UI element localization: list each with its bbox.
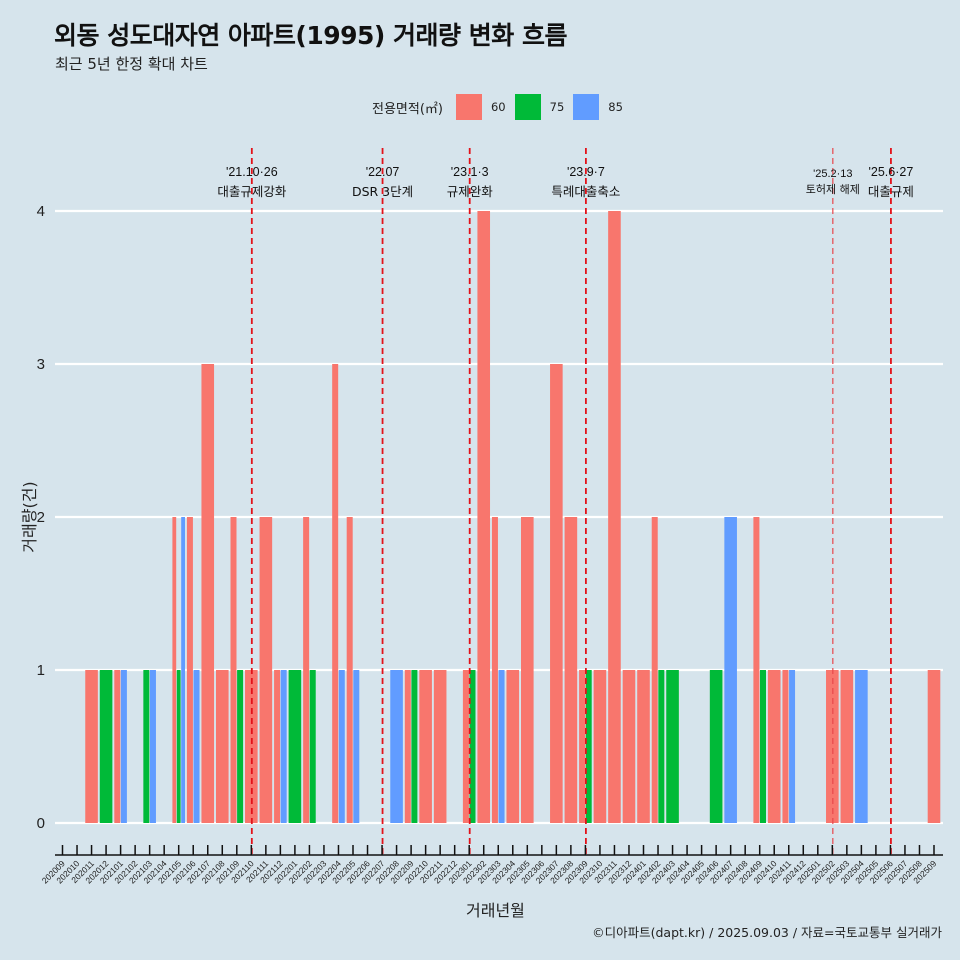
bar-75-202209 xyxy=(411,670,418,823)
bar-60-202509 xyxy=(927,670,941,823)
bar-60-202205 xyxy=(346,517,353,823)
bar-60-202409 xyxy=(753,517,760,823)
bar-85-202411 xyxy=(789,670,796,823)
legend-label-60: 60 xyxy=(490,100,506,114)
bar-75-202409 xyxy=(760,670,766,823)
bar-60-202109 xyxy=(230,517,237,823)
bar-60-202011 xyxy=(85,670,98,823)
bar-60-202211 xyxy=(433,670,447,823)
bar-75-202012 xyxy=(99,670,113,823)
legend-title: 전용면적(㎡) xyxy=(372,101,443,117)
bar-60-202105 xyxy=(172,517,177,823)
bar-60-202411 xyxy=(782,670,789,823)
bar-60-202402 xyxy=(651,517,658,823)
event-date: '23.9·7 xyxy=(567,165,605,179)
legend-swatch-85 xyxy=(573,94,600,120)
event-annotations: '21.10·26 대출규제강화 '22.07 DSR 3단계 '23.1·3 규제완화 '… xyxy=(217,165,914,199)
event-date: '22.07 xyxy=(366,165,400,179)
bar-60-202210 xyxy=(419,670,432,823)
bar-60-202310 xyxy=(593,670,607,823)
bar-60-202107 xyxy=(201,364,215,823)
bar-60-202502 xyxy=(826,670,839,823)
bar-60-202111 xyxy=(259,517,273,823)
bar-60-202204 xyxy=(332,364,339,823)
bar-60-202309 xyxy=(579,670,586,823)
bar-85-202303 xyxy=(498,670,505,823)
bar-85-202105 xyxy=(181,517,185,823)
bar-85-202205 xyxy=(353,670,360,823)
bar-75-202406 xyxy=(709,670,723,823)
bar-60-202311 xyxy=(608,211,621,823)
y-axis-label: 거래량(건) xyxy=(20,481,39,553)
bars xyxy=(85,211,941,823)
bar-75-202105 xyxy=(176,670,181,823)
y-axis-ticks: 0 1 2 3 4 xyxy=(37,203,45,832)
bar-60-202209 xyxy=(404,670,411,823)
bar-60-202202 xyxy=(303,517,310,823)
bar-85-202106 xyxy=(193,670,200,823)
bar-75-202202 xyxy=(309,670,316,823)
x-axis-label: 거래년월 xyxy=(466,901,525,920)
legend-swatch-60 xyxy=(455,94,482,120)
y-tick-label: 1 xyxy=(37,662,45,679)
chart-title: 외동 성도대자연 아파트(1995) 거래량 변화 흐름 xyxy=(54,21,567,50)
bar-60-202110 xyxy=(245,670,258,823)
bar-60-202106 xyxy=(186,517,193,823)
bar-60-202308 xyxy=(564,517,578,823)
legend-label-85: 85 xyxy=(608,100,623,114)
event-label: 대출규제 xyxy=(868,184,914,199)
bar-60-202401 xyxy=(637,670,650,823)
bar-85-202204 xyxy=(338,670,345,823)
bar-60-202312 xyxy=(622,670,636,823)
event-label: 토허제 해제 xyxy=(806,182,860,196)
bar-60-202112 xyxy=(274,670,281,823)
bar-60-202302 xyxy=(477,211,491,823)
bar-60-202304 xyxy=(506,670,520,823)
y-tick-label: 3 xyxy=(37,356,45,373)
bar-85-202407 xyxy=(724,517,737,823)
bar-60-202301 xyxy=(462,670,469,823)
bar-60-202305 xyxy=(521,517,534,823)
legend: 전용면적(㎡) 60 75 85 xyxy=(372,94,632,120)
legend-label-75: 75 xyxy=(549,100,565,114)
bar-60-202503 xyxy=(840,670,854,823)
y-tick-label: 0 xyxy=(37,815,45,832)
event-label: DSR 3단계 xyxy=(352,184,413,199)
event-date: '23.1·3 xyxy=(451,165,489,179)
bar-60-202410 xyxy=(767,670,781,823)
bar-85-202103 xyxy=(149,670,156,823)
event-date: '25.6·27 xyxy=(869,165,914,179)
event-date: '21.10·26 xyxy=(226,165,278,179)
bar-75-202402 xyxy=(658,670,665,823)
bar-60-202101 xyxy=(114,670,121,823)
bar-60-202303 xyxy=(491,517,498,823)
event-date: '25.2·13 xyxy=(813,168,852,180)
event-lines xyxy=(250,148,892,855)
y-tick-label: 4 xyxy=(37,203,45,220)
bar-60-202108 xyxy=(215,670,229,823)
footer-credit: ©디아파트(dapt.kr) / 2025.09.03 / 자료=국토교통부 실… xyxy=(592,925,942,940)
bar-75-202103 xyxy=(143,670,150,823)
bar-85-202504 xyxy=(855,670,868,823)
bar-75-202301 xyxy=(469,670,476,823)
bar-85-202112 xyxy=(280,670,287,823)
event-label: 특례대출축소 xyxy=(551,184,620,199)
bar-60-202307 xyxy=(550,364,563,823)
bar-85-202101 xyxy=(120,670,127,823)
bar-75-202403 xyxy=(666,670,679,823)
x-axis: 2020092020102020112020122021012021022021… xyxy=(40,845,943,885)
event-label: 대출규제강화 xyxy=(217,184,287,199)
bar-85-202208 xyxy=(390,670,403,823)
event-label: 규제완화 xyxy=(447,184,494,199)
bar-75-202309 xyxy=(585,670,592,823)
chart-subtitle: 최근 5년 한정 확대 차트 xyxy=(55,55,208,73)
bar-75-202109 xyxy=(237,670,244,823)
bar-75-202201 xyxy=(288,670,302,823)
legend-swatch-75 xyxy=(514,94,541,120)
y-tick-label: 2 xyxy=(37,509,45,526)
